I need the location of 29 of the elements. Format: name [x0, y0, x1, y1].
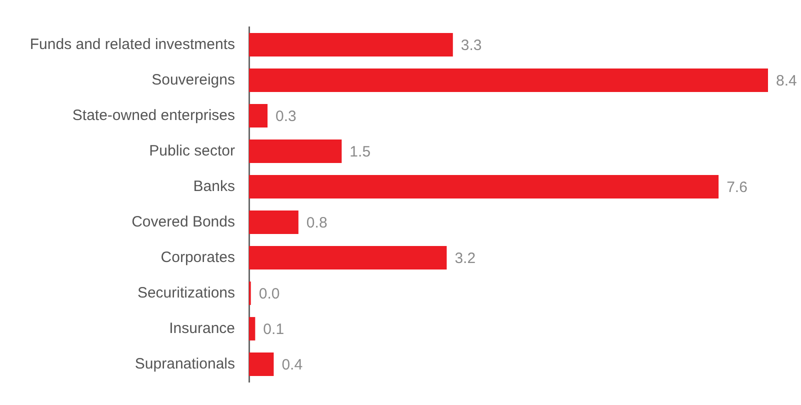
bar	[249, 210, 298, 234]
y-tick-label: Corporates	[160, 248, 235, 266]
data-label: 0.8	[306, 214, 328, 232]
bar	[249, 175, 719, 198]
data-label: 1.5	[350, 143, 371, 160]
y-tick-label: Securitizations	[137, 284, 235, 302]
bar	[249, 246, 447, 270]
y-tick-label: Public sector	[149, 142, 235, 160]
data-label: 3.2	[454, 250, 476, 267]
data-label: 3.3	[460, 36, 482, 54]
bar	[249, 104, 268, 128]
y-tick-label: Souvereigns	[152, 71, 235, 88]
data-label: 7.6	[726, 178, 748, 196]
data-label: 0.1	[263, 320, 284, 338]
y-tick-label: Covered Bonds	[132, 213, 235, 230]
data-label: 0.0	[258, 285, 280, 302]
bar	[249, 317, 256, 340]
bar	[249, 352, 274, 376]
bar	[249, 68, 768, 92]
y-tick-label: Banks	[193, 178, 235, 195]
y-tick-label: Funds and related investments	[30, 36, 235, 53]
bar	[249, 140, 342, 163]
y-tick-label: Insurance	[169, 320, 235, 337]
y-tick-label: Supranationals	[134, 355, 235, 372]
bar	[249, 33, 453, 56]
data-label: 0.3	[276, 108, 296, 125]
data-label: 8.4	[776, 72, 797, 90]
y-tick-label: State-owned enterprises	[72, 106, 235, 124]
data-label: 0.4	[282, 356, 303, 374]
